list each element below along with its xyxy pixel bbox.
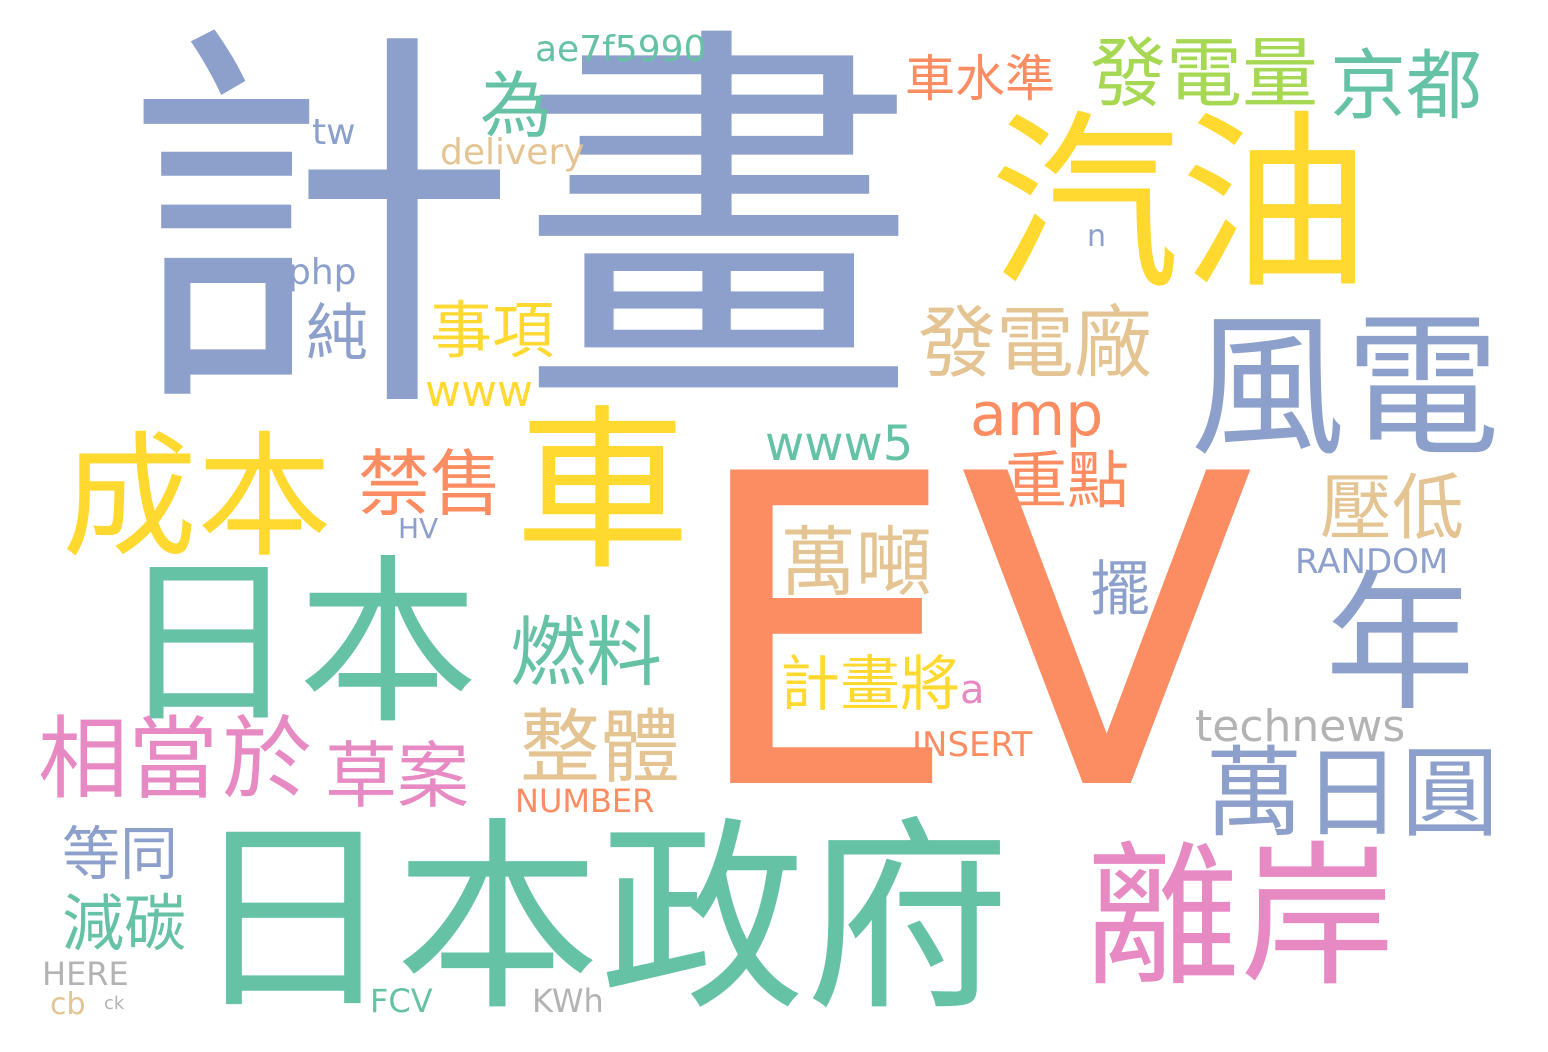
word-php: php [288, 252, 357, 293]
word-random: RANDOM [1295, 542, 1449, 582]
word-matters: 事項 [430, 294, 555, 367]
word-equal: 等同 [62, 820, 179, 888]
word-ban-sale: 禁售 [358, 442, 503, 526]
word-gasoline: 汽油 [990, 94, 1371, 315]
word-plan: 計畫 [118, 0, 918, 462]
word-suppress: 壓低 [1320, 466, 1465, 550]
word-number: NUMBER [515, 782, 655, 820]
word-wind-power: 風電 [1190, 297, 1500, 478]
word-tw: tw [312, 112, 356, 153]
word-plan-will: 計畫將 [780, 650, 960, 720]
word-here: HERE [42, 955, 129, 993]
word-10k-yen: 萬日圓 [1205, 737, 1500, 851]
word-ck: ck [104, 993, 125, 1014]
word-amp: amp [970, 380, 1104, 450]
word-japan: 日本 [118, 540, 479, 749]
word-car-level: 車水準 [905, 50, 1055, 108]
word-www5: www5 [765, 416, 914, 472]
word-for: 為 [480, 64, 553, 148]
word-technews: technews [1195, 701, 1406, 752]
word-year: 年 [1325, 558, 1476, 732]
word-draft: 草案 [325, 734, 470, 818]
word-cost: 成本 [62, 419, 332, 576]
word-kwh: KWh [532, 982, 604, 1020]
word-generation: 發電量 [1090, 29, 1318, 118]
word-cb: cb [50, 987, 86, 1022]
word-10k-ton: 萬噸 [780, 518, 932, 607]
word-car: 車 [515, 391, 690, 594]
word-hash: ae7f5990 [535, 29, 707, 70]
word-power-plant: 發電廠 [918, 299, 1153, 389]
word-pure: 純 [295, 300, 368, 362]
word-focus: 重點 [1005, 444, 1130, 517]
word-hv: HV [398, 512, 439, 545]
word-offshore: 離岸 [1085, 827, 1395, 1008]
word-put: 擺 [1090, 555, 1150, 625]
word-at: 於 [222, 707, 312, 812]
word-ev: EV [688, 385, 1254, 885]
word-a: a [960, 667, 985, 713]
word-www: www [425, 366, 533, 417]
word-insert: INSERT [912, 725, 1033, 765]
word-japan-government: 日本政府 [190, 801, 1010, 1039]
word-carbon-reduction: 減碳 [62, 887, 187, 960]
word-n: n [1087, 219, 1107, 254]
word-kyoto: 京都 [1330, 41, 1482, 130]
word-delivery: delivery [440, 132, 585, 173]
word-fuel: 燃料 [510, 608, 662, 697]
word-fcv: FCV [370, 982, 433, 1020]
word-overall: 整體 [520, 701, 680, 794]
word-equivalent: 相當 [38, 707, 218, 812]
